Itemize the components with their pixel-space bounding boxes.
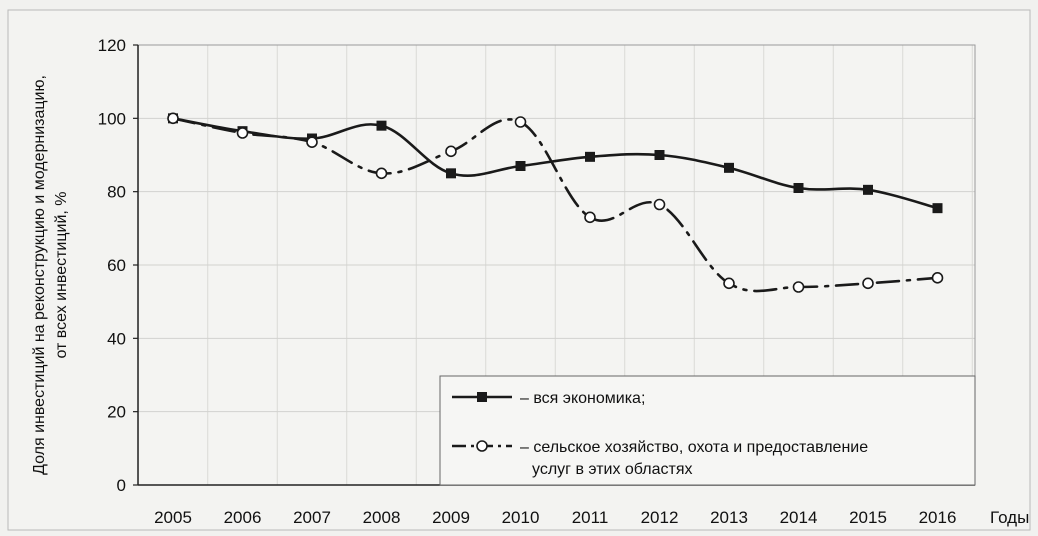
y-axis-title-line: от всех инвестиций, % [53,191,70,358]
legend: – вся экономика; – сельское хозяйство, ох… [439,375,976,486]
x-tick-label: 2014 [780,508,818,527]
data-point-square [376,120,387,131]
data-point-circle [723,277,735,290]
data-point-circle [167,112,179,125]
y-tick-label: 100 [98,109,126,128]
data-point-circle [931,272,944,284]
legend-marker-square [477,392,487,402]
y-tick-label: 80 [107,183,126,202]
legend-label-1-line1: – сельское хозяйство, охота и предоставл… [520,439,868,456]
data-point-circle [792,281,805,293]
data-point-square [654,150,665,160]
y-tick-label: 120 [98,36,126,55]
y-tick-label: 60 [107,256,126,275]
x-tick-label: 2015 [849,508,887,527]
legend-marker-circle [476,440,488,452]
series-markers [167,112,944,293]
axis-labels: 0 20 40 60 80 100 120 2005 2006 2007 2008 2009 2010 2… [31,36,1029,527]
y-tick-label: 0 [117,476,126,495]
x-tick-label: 2016 [919,508,957,527]
data-point-circle [584,211,596,224]
data-point-square [932,203,943,214]
x-tick-label: 2007 [293,508,331,527]
x-tick-label: 2005 [154,508,192,527]
data-point-square [515,161,526,171]
data-point-circle [306,136,318,148]
data-point-circle [653,198,666,211]
data-point-circle [514,116,527,128]
x-tick-label: 2013 [710,508,748,527]
legend-label-0: – вся экономика; [520,390,645,407]
data-point-square [793,183,804,193]
x-tick-label: 2012 [641,508,679,527]
legend-box [439,375,976,486]
y-axis-title-line: Доля инвестиций на реконструкцию и модер… [31,75,48,475]
y-tick-label: 40 [107,329,126,348]
data-point-circle [375,167,388,180]
x-tick-label: 2011 [572,508,609,527]
y-tick-label: 20 [107,403,126,422]
data-point-circle [236,127,249,139]
x-tick-label: 2009 [432,508,470,527]
data-point-square [863,184,873,195]
x-tick-label: 2010 [502,508,540,527]
x-tick-label: 2008 [363,508,401,527]
x-tick-label: 2006 [224,508,262,527]
data-point-square [585,151,595,162]
data-point-circle [862,277,874,290]
x-axis-title: Годы [990,508,1029,527]
data-point-square [446,168,456,179]
data-point-square [724,162,734,173]
legend-label-1-line2: услуг в этих областях [532,461,692,478]
data-point-circle [445,145,457,158]
